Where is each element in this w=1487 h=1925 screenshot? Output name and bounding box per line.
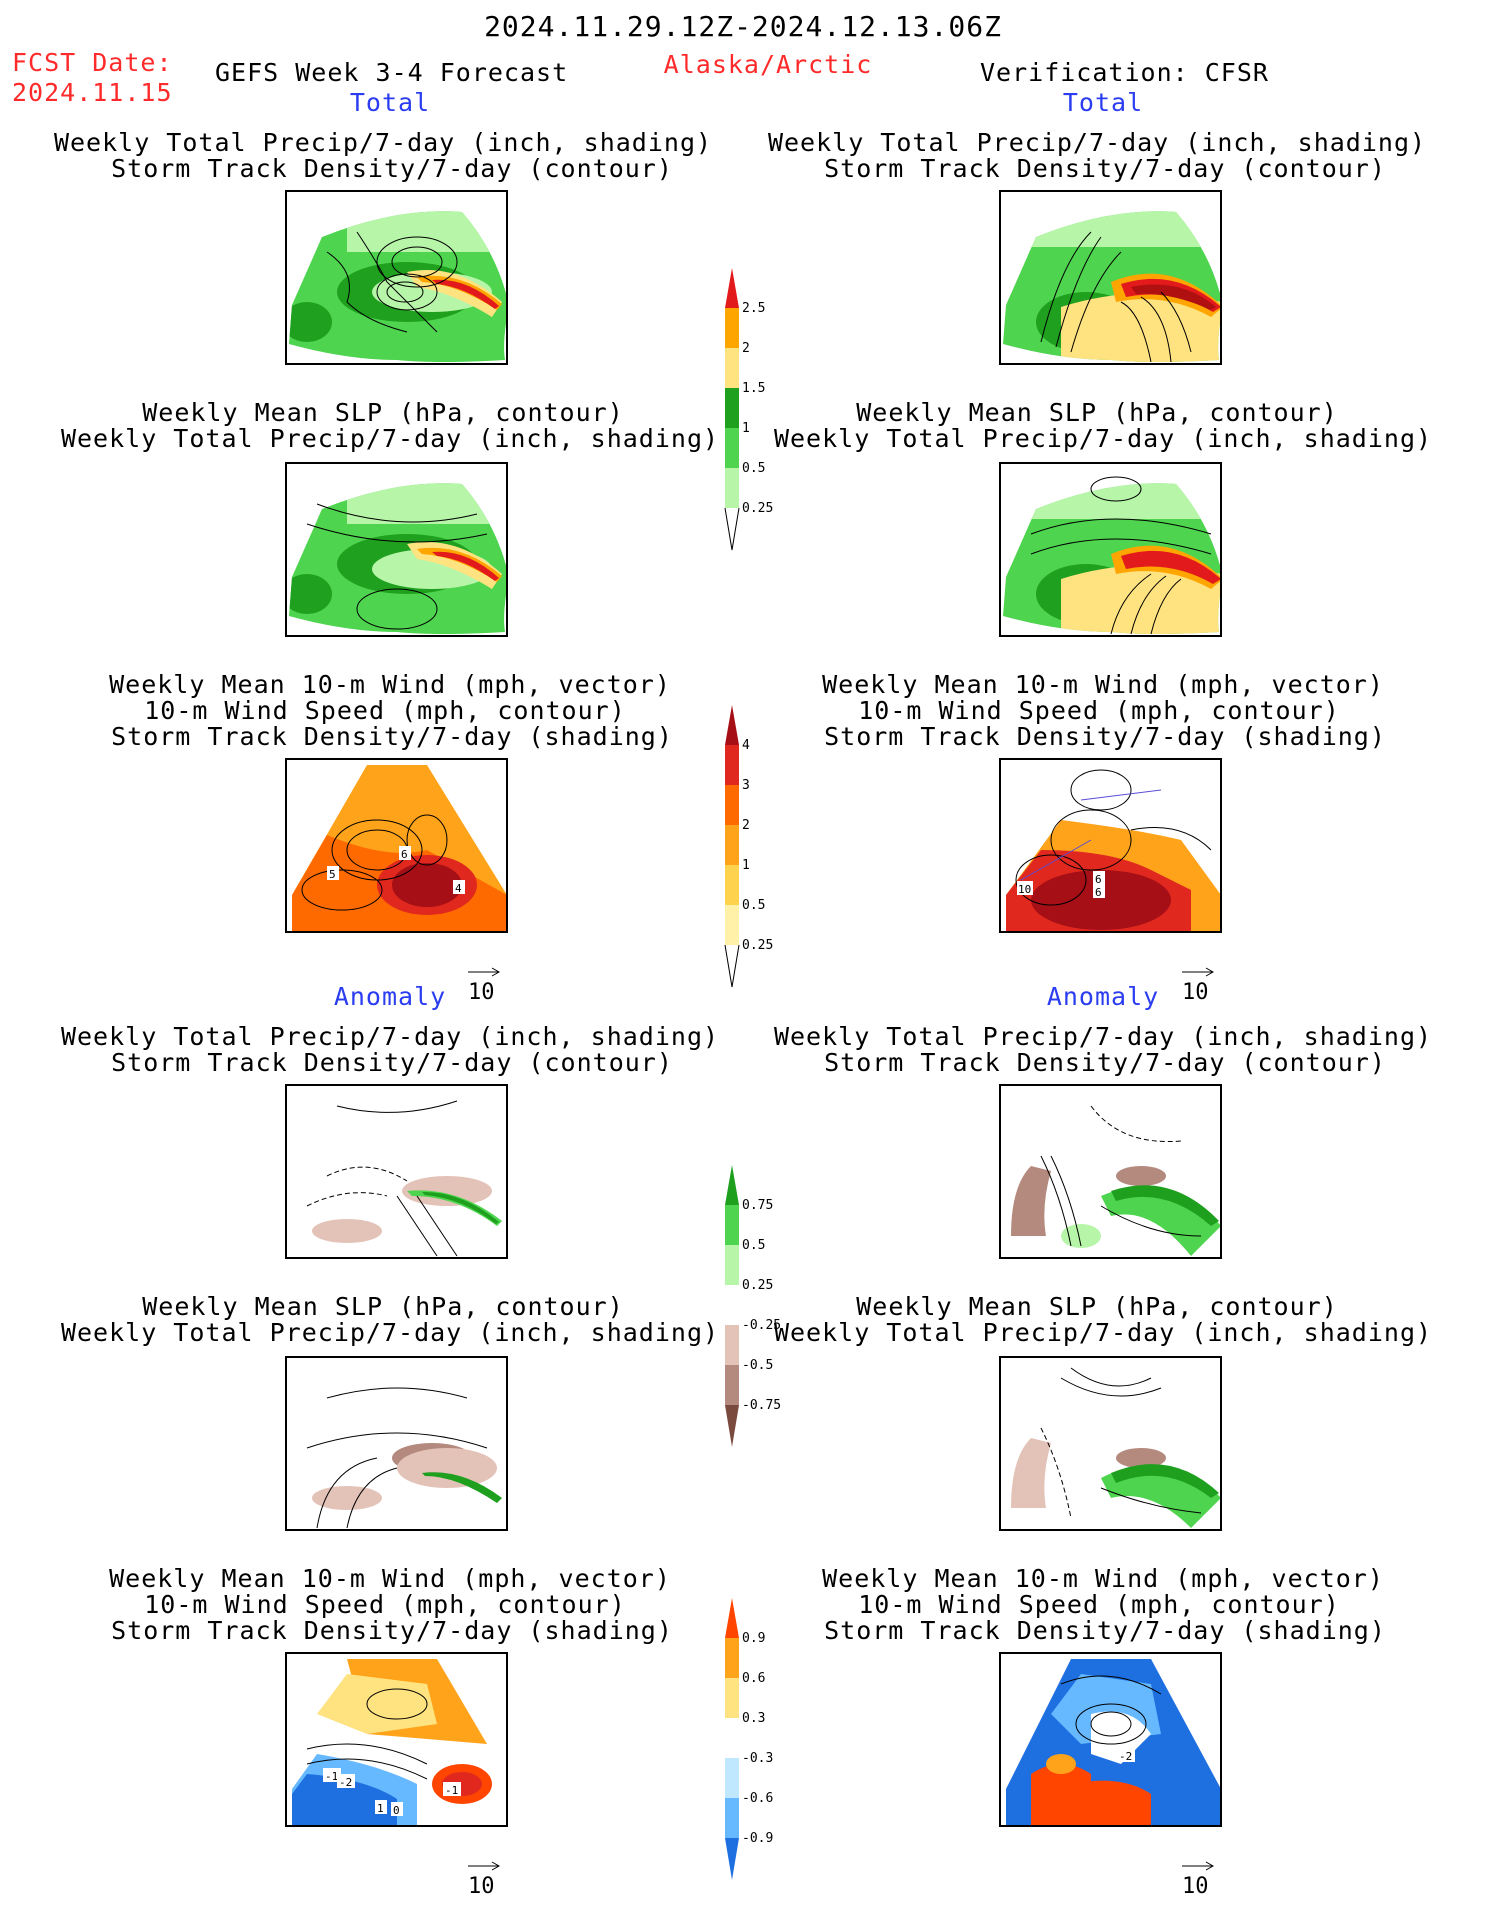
colorbar-track-anom: 0.9 0.6 0.3 -0.3 -0.6 -0.9 (722, 1598, 792, 1892)
region-label: Alaska/Arctic (663, 50, 873, 79)
cb-label: 1 (742, 858, 750, 873)
map-fc-anom-precip-track (285, 1084, 508, 1259)
cb-label: 0.6 (742, 1671, 765, 1686)
title-r5-left-2: Weekly Total Precip/7-day (inch, shading… (60, 1318, 720, 1347)
cb-label: -0.5 (742, 1358, 773, 1373)
title-r3-right-1: Weekly Mean 10-m Wind (mph, vector) (822, 670, 1384, 699)
wind-label: 10 (1018, 883, 1031, 896)
cb-label: 0.75 (742, 1198, 773, 1213)
map-ob-total-slp-precip (999, 462, 1222, 637)
cb-label: -0.3 (742, 1751, 773, 1766)
fcst-date-value: 2024.11.15 (12, 78, 173, 107)
map-fc-total-slp-precip (285, 462, 508, 637)
title-r1-left-1: Weekly Total Precip/7-day (inch, shading… (53, 128, 713, 157)
cb-label: 0.9 (742, 1631, 765, 1646)
wind-label: 6 (401, 848, 408, 861)
cb-label: 0.5 (742, 461, 765, 476)
model-label: GEFS Week 3-4 Forecast (215, 58, 569, 87)
vector-ref-r3-left: 10 (468, 962, 502, 1005)
colorbar-precip-total: 2.5 2 1.5 1 0.5 0.25 (722, 268, 782, 562)
cb-label: 4 (742, 738, 750, 753)
map-fc-anom-slp-precip (285, 1356, 508, 1531)
cb-label: 1.5 (742, 381, 765, 396)
map-fc-anom-wind-track: -1 -2 1 0 -1 (285, 1652, 508, 1827)
title-r5-right-2: Weekly Total Precip/7-day (inch, shading… (773, 1318, 1433, 1347)
title-r3-left-1: Weekly Mean 10-m Wind (mph, vector) (109, 670, 671, 699)
wind-label: -2 (1119, 1750, 1132, 1763)
period-title: 2024.11.29.12Z-2024.12.13.06Z (484, 10, 1002, 43)
section-anomaly-left: Anomaly (333, 982, 447, 1011)
cb-label: 0.25 (742, 1278, 773, 1293)
cb-label: -0.25 (742, 1318, 781, 1333)
title-r1-left-2: Storm Track Density/7-day (contour) (111, 154, 673, 183)
cb-label: 3 (742, 778, 750, 793)
wind-label: 6 (1095, 873, 1102, 886)
wind-label: -2 (339, 1776, 352, 1789)
map-ob-total-precip-track (999, 190, 1222, 365)
vector-ref-r3-right: 10 (1182, 962, 1216, 1005)
title-r2-right-2: Weekly Total Precip/7-day (inch, shading… (773, 424, 1433, 453)
map-ob-anom-wind-track: -2 (999, 1652, 1222, 1827)
map-ob-total-wind-track: 10 6 6 (999, 758, 1222, 933)
wind-label: 4 (455, 882, 462, 895)
colorbar-precip-anom: 0.75 0.5 0.25 -0.25 -0.5 -0.75 (722, 1165, 792, 1459)
cb-label: -0.6 (742, 1791, 773, 1806)
map-ob-anom-precip-track (999, 1084, 1222, 1259)
title-r1-right-1: Weekly Total Precip/7-day (inch, shading… (767, 128, 1427, 157)
title-r4-left-2: Storm Track Density/7-day (contour) (111, 1048, 673, 1077)
title-r6-right-3: Storm Track Density/7-day (shading) (824, 1616, 1386, 1645)
map-fc-total-wind-track: 5 6 4 (285, 758, 508, 933)
wind-label: -1 (445, 1784, 458, 1797)
map-fc-total-precip-track (285, 190, 508, 365)
title-r2-left-1: Weekly Mean SLP (hPa, contour) (142, 398, 624, 427)
cb-label: 2 (742, 341, 750, 356)
section-total-right: Total (1062, 88, 1144, 117)
title-r6-left-1: Weekly Mean 10-m Wind (mph, vector) (109, 1564, 671, 1593)
title-r4-right-2: Storm Track Density/7-day (contour) (824, 1048, 1386, 1077)
title-r2-left-2: Weekly Total Precip/7-day (inch, shading… (60, 424, 720, 453)
title-r5-right-1: Weekly Mean SLP (hPa, contour) (856, 1292, 1338, 1321)
title-r4-left-1: Weekly Total Precip/7-day (inch, shading… (60, 1022, 720, 1051)
cb-label: 0.3 (742, 1711, 765, 1726)
title-r6-right-1: Weekly Mean 10-m Wind (mph, vector) (822, 1564, 1384, 1593)
cb-label: 2 (742, 818, 750, 833)
section-anomaly-right: Anomaly (1046, 982, 1160, 1011)
title-r1-right-2: Storm Track Density/7-day (contour) (824, 154, 1386, 183)
wind-label: -1 (325, 1770, 338, 1783)
title-r3-right-3: Storm Track Density/7-day (shading) (824, 722, 1386, 751)
title-r4-right-1: Weekly Total Precip/7-day (inch, shading… (773, 1022, 1433, 1051)
verification-label: Verification: CFSR (980, 58, 1269, 87)
cb-label: 2.5 (742, 301, 765, 316)
wind-label: 1 (377, 1802, 384, 1815)
map-ob-anom-slp-precip (999, 1356, 1222, 1531)
cb-label: 0.25 (742, 501, 773, 516)
section-total-left: Total (349, 88, 431, 117)
title-r3-left-3: Storm Track Density/7-day (shading) (111, 722, 673, 751)
title-r3-left-2: 10-m Wind Speed (mph, contour) (144, 696, 626, 725)
cb-label: 0.5 (742, 1238, 765, 1253)
cb-label: 0.25 (742, 938, 773, 953)
cb-label: -0.75 (742, 1398, 781, 1413)
vector-ref-r6-right: 10 (1182, 1856, 1216, 1899)
vector-ref-r6-left: 10 (468, 1856, 502, 1899)
title-r2-right-1: Weekly Mean SLP (hPa, contour) (856, 398, 1338, 427)
cb-label: 1 (742, 421, 750, 436)
wind-label: 0 (393, 1804, 400, 1817)
wind-label: 6 (1095, 886, 1102, 899)
cb-label: 0.5 (742, 898, 765, 913)
colorbar-track-total: 4 3 2 1 0.5 0.25 (722, 705, 782, 999)
title-r6-left-2: 10-m Wind Speed (mph, contour) (144, 1590, 626, 1619)
title-r6-left-3: Storm Track Density/7-day (shading) (111, 1616, 673, 1645)
title-r5-left-1: Weekly Mean SLP (hPa, contour) (142, 1292, 624, 1321)
fcst-date-label: FCST Date: (12, 48, 173, 77)
title-r3-right-2: 10-m Wind Speed (mph, contour) (858, 696, 1340, 725)
cb-label: -0.9 (742, 1831, 773, 1846)
title-r6-right-2: 10-m Wind Speed (mph, contour) (858, 1590, 1340, 1619)
wind-label: 5 (329, 868, 336, 881)
